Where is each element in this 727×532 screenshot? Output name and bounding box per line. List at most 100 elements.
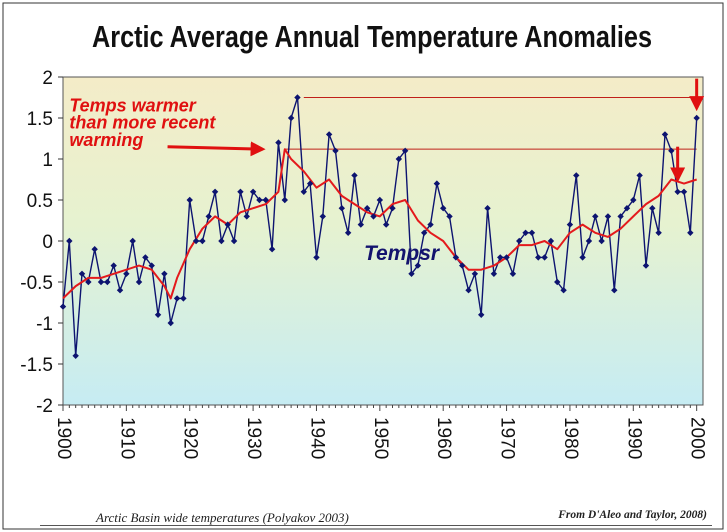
data-point (623, 205, 631, 212)
data-point (478, 311, 485, 318)
data-point (617, 213, 624, 220)
data-point (97, 278, 105, 286)
data-point (66, 237, 73, 245)
data-point (91, 246, 98, 253)
annotation-arrow (167, 141, 266, 157)
data-point (414, 262, 422, 269)
data-point (598, 237, 605, 245)
data-point (446, 213, 453, 220)
data-point (687, 229, 694, 236)
data-point (59, 303, 67, 310)
y-tick-label: 1.5 (27, 109, 53, 130)
data-point (674, 188, 681, 195)
data-point (180, 295, 187, 302)
data-point (237, 188, 244, 195)
data-point (560, 287, 567, 294)
data-point (135, 278, 143, 286)
data-point (522, 229, 529, 236)
data-point (389, 205, 396, 212)
data-point (300, 188, 307, 195)
data-point (275, 139, 282, 146)
data-point (459, 262, 466, 269)
data-point (465, 287, 472, 294)
data-point (218, 237, 225, 245)
series-label-tempsr: Tempsr (364, 242, 441, 265)
data-point (408, 270, 415, 277)
data-point (484, 205, 491, 212)
data-point (154, 311, 162, 318)
annotation-text: warming (69, 130, 143, 150)
x-tick-label: 1990 (623, 417, 644, 459)
data-point (167, 319, 174, 327)
data-point (636, 172, 643, 179)
data-point (357, 221, 365, 228)
data-point (370, 213, 377, 220)
data-point (78, 270, 86, 277)
data-point (668, 147, 675, 154)
data-point (243, 213, 250, 220)
reference-lines (284, 97, 697, 150)
data-point (116, 287, 124, 294)
footer-source-caption: Arctic Basin wide temperatures (Polyakov… (96, 510, 349, 525)
data-point (230, 237, 238, 245)
data-point (224, 221, 231, 228)
data-point (249, 188, 257, 195)
data-point (287, 114, 295, 122)
data-point (471, 270, 479, 277)
data-point (281, 196, 288, 204)
x-tick-label: 1930 (243, 417, 264, 459)
y-tick-label: -1 (36, 314, 53, 335)
data-point (199, 237, 206, 245)
data-point (433, 180, 441, 187)
data-point (490, 270, 498, 277)
data-point (579, 254, 586, 261)
data-point (611, 287, 618, 294)
data-point (205, 213, 212, 220)
data-point (313, 254, 320, 261)
data-point (497, 254, 504, 261)
x-tick-label: 1950 (370, 417, 391, 459)
data-point (256, 196, 263, 204)
data-point (148, 262, 155, 269)
data-point (186, 196, 193, 204)
x-tick-label: 1920 (180, 417, 201, 459)
x-tick-label: 1900 (53, 417, 74, 459)
data-point (661, 131, 669, 138)
data-point (395, 155, 403, 163)
data-point (680, 188, 688, 195)
data-point (547, 237, 555, 245)
data-point (363, 205, 371, 212)
data-point (161, 270, 168, 277)
x-tick-label: 1980 (560, 417, 581, 459)
footer-credit: From D'Aleo and Taylor, 2008) (558, 509, 707, 521)
y-tick-label: 0 (42, 232, 53, 253)
y-tick-label: 0.5 (27, 191, 53, 212)
data-point (503, 254, 510, 261)
data-point (142, 254, 149, 261)
data-point (192, 237, 200, 245)
series (59, 94, 700, 359)
data-point (104, 278, 111, 286)
annotation-text: than more recent (69, 113, 216, 133)
data-point (509, 270, 517, 277)
data-point (655, 229, 662, 236)
footer-divider (40, 525, 712, 526)
x-tick-label: 1910 (116, 417, 137, 459)
data-point (72, 352, 79, 359)
data-point (452, 254, 460, 261)
data-point (262, 196, 269, 204)
data-point (630, 196, 637, 204)
data-point (642, 262, 650, 269)
data-point (585, 237, 593, 245)
data-point (211, 188, 219, 195)
y-tick-label: -0.5 (20, 273, 53, 294)
data-point (129, 237, 136, 245)
data-point (649, 205, 656, 212)
data-point (319, 213, 327, 220)
data-point (541, 254, 548, 261)
data-point (344, 229, 352, 236)
data-point (554, 278, 561, 286)
data-point (382, 221, 390, 228)
